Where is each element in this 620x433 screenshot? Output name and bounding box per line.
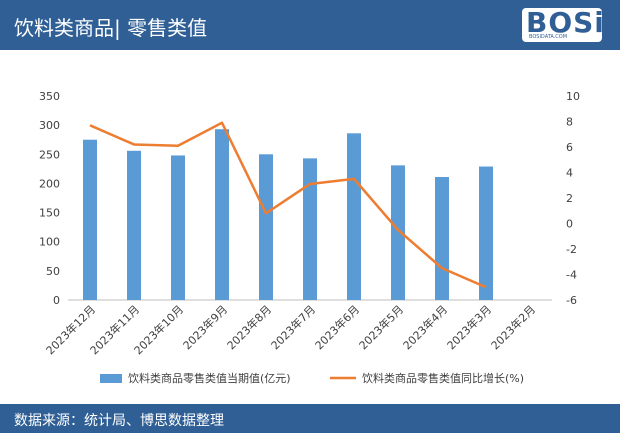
y-right-tick-label: 10 [566,90,580,103]
x-tick-label: 2023年8月 [224,302,274,352]
y-right-tick-label: 2 [566,192,573,205]
x-tick-label: 2023年9月 [180,302,230,352]
legend-bar-label: 饮料类商品零售类值当期值(亿元) [128,371,291,385]
y-left-tick-label: 150 [39,207,60,220]
y-right-tick-label: -2 [566,243,577,256]
bar [215,129,229,300]
y-right-tick-label: -6 [566,294,577,307]
bar [127,150,141,300]
logo-text: BOSi [526,6,605,39]
y-left-tick-label: 100 [39,236,60,249]
logo-subtext: BOSIDATA.COM [529,34,568,40]
y-right-tick-label: 6 [566,141,573,154]
y-right-tick-label: 8 [566,116,573,129]
bar [303,158,317,300]
bar [435,177,449,300]
bar [83,139,97,300]
bar [347,133,361,300]
header-bar: 饮料类商品| 零售类值 BOSi BOSIDATA.COM [0,0,620,50]
x-tick-label: 2023年2月 [488,302,538,352]
x-tick-label: 2023年4月 [400,302,450,352]
x-tick-label: 2023年5月 [356,302,406,352]
y-left-tick-label: 0 [53,294,60,307]
y-left-tick-label: 300 [39,119,60,132]
chart-title: 饮料类商品| 零售类值 [14,16,208,40]
chart-area: 050100150200250300350-6-4-202468102023年1… [39,90,580,385]
legend-line-label: 饮料类商品零售类值同比增长(%) [362,371,524,385]
bar [391,165,405,300]
y-right-tick-label: -4 [566,269,577,282]
data-source: 数据来源：统计局、博思数据整理 [14,413,224,429]
y-left-tick-label: 350 [39,90,60,103]
y-left-tick-label: 200 [39,177,60,190]
x-tick-label: 2023年6月 [312,302,362,352]
y-right-tick-label: 4 [566,167,573,180]
x-tick-label: 2023年7月 [268,302,318,352]
growth-line [89,121,487,289]
footer-bar: 数据来源：统计局、博思数据整理 [0,404,620,433]
bar [259,154,273,300]
bar [171,155,185,300]
bar [479,166,493,300]
y-left-tick-label: 250 [39,148,60,161]
brand-logo: BOSi BOSIDATA.COM [522,6,605,42]
y-left-tick-label: 50 [46,265,60,278]
y-right-tick-label: 0 [566,218,573,231]
x-tick-label: 2023年3月 [444,302,494,352]
legend-bar-swatch [100,374,122,383]
